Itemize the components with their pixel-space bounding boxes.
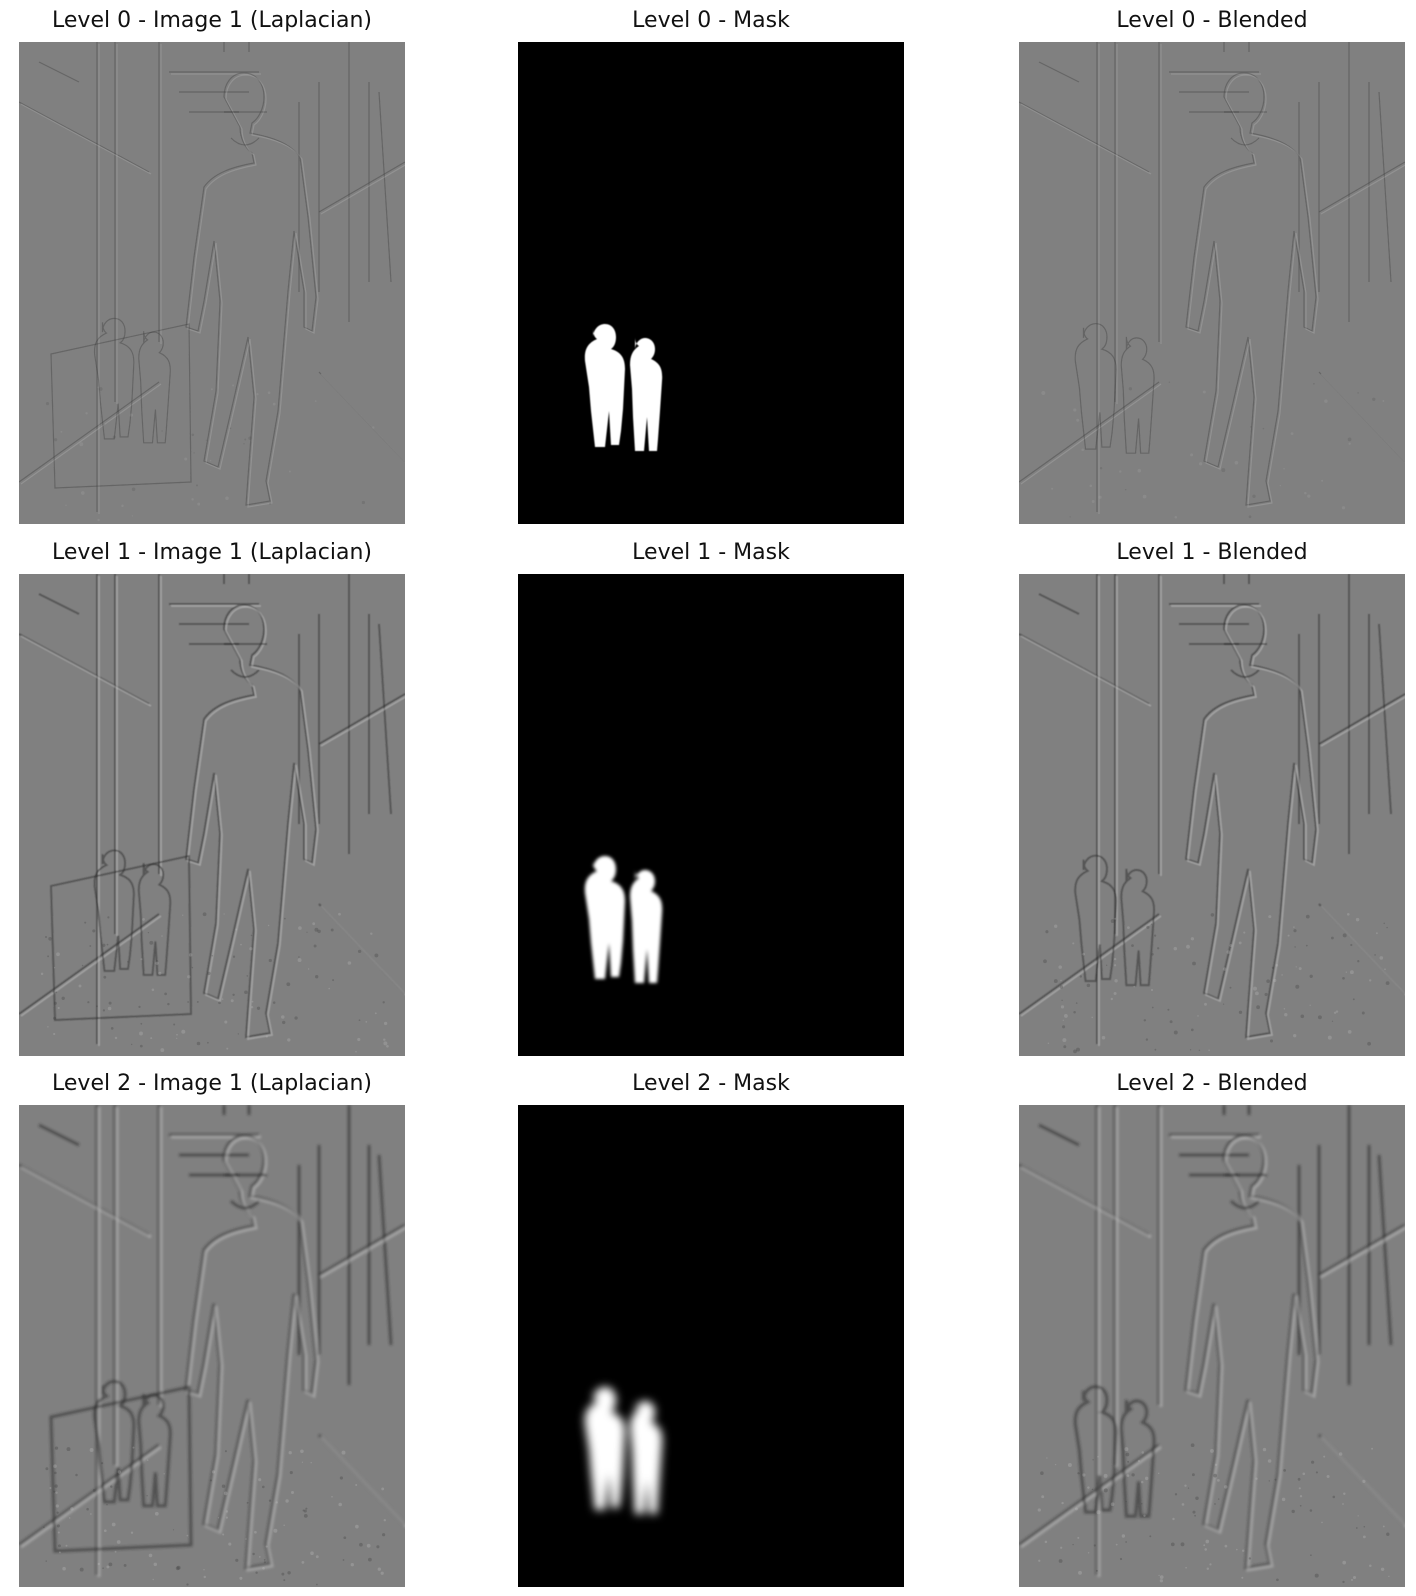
panel-level2-laplacian: Level 2 - Image 1 (Laplacian) [19,1071,405,1587]
panel-level0-mask: Level 0 - Mask [518,8,904,524]
panel-title: Level 2 - Image 1 (Laplacian) [52,1071,372,1096]
mask-image [518,42,904,524]
panel-title: Level 1 - Mask [632,540,790,565]
panel-level2-mask: Level 2 - Mask [518,1071,904,1587]
mask-silhouette [584,1387,663,1514]
panel-level2-blended: Level 2 - Blended [1019,1071,1405,1587]
hallway-scene [19,574,405,1046]
panel-level0-laplacian: Level 0 - Image 1 (Laplacian) [19,8,405,524]
hallway-scene [1019,42,1405,514]
hallway-scene [1019,574,1405,1046]
mask-image [518,574,904,1056]
laplacian-image [19,574,405,1056]
panel-title: Level 1 - Blended [1116,540,1308,565]
panel-title: Level 0 - Mask [632,8,790,33]
panel-level1-blended: Level 1 - Blended [1019,540,1405,1056]
blended-image [1019,1105,1405,1587]
blended-image [1019,42,1405,524]
mask-silhouette [584,324,663,451]
laplacian-image [19,42,405,524]
inset-photo [50,323,192,489]
floor-texture [1041,381,1385,519]
hallway-scene [19,42,405,514]
floor-texture [43,1446,386,1586]
laplacian-image [19,1105,405,1587]
panel-title: Level 2 - Mask [632,1071,790,1096]
panel-level1-laplacian: Level 1 - Image 1 (Laplacian) [19,540,405,1056]
panel-title: Level 1 - Image 1 (Laplacian) [52,540,372,565]
floor-texture [1043,912,1390,1054]
hallway-scene [1019,1105,1405,1577]
panel-title: Level 2 - Blended [1116,1071,1308,1096]
panel-title: Level 0 - Image 1 (Laplacian) [52,8,372,33]
blended-people [1073,1385,1156,1518]
hallway-scene [19,1105,405,1577]
mask-image [518,1105,904,1587]
panel-title: Level 0 - Blended [1116,8,1308,33]
panel-level0-blended: Level 0 - Blended [1019,8,1405,524]
floor-texture [40,912,389,1053]
panel-level1-mask: Level 1 - Mask [518,540,904,1056]
floor-texture [45,384,375,522]
mask-silhouette [584,856,663,983]
floor-texture [1037,1443,1390,1584]
blended-people [1074,323,1155,454]
blended-image [1019,574,1405,1056]
blended-people [1074,854,1155,987]
